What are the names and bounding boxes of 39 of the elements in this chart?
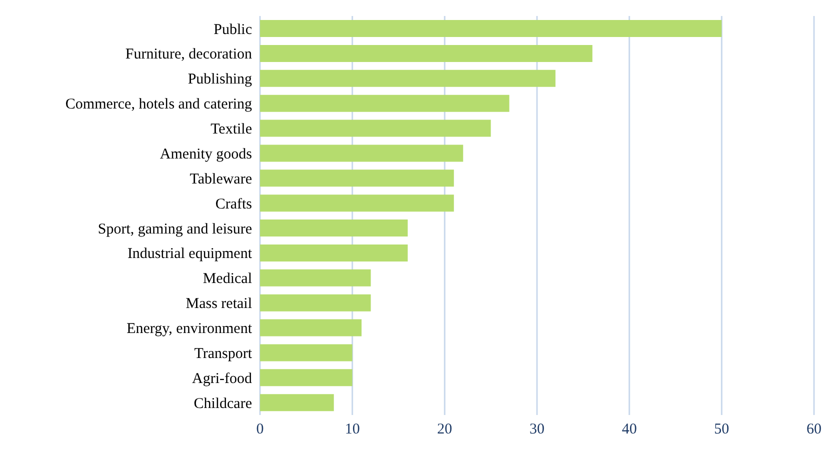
y-tick-label: Medical: [202, 271, 252, 288]
bar: [260, 220, 408, 236]
bar: [260, 20, 722, 37]
bar: [260, 344, 352, 362]
bar: [260, 70, 556, 87]
y-tick-label: Publishing: [188, 72, 252, 88]
y-tick-label: Furniture, decoration: [125, 46, 252, 63]
bar: [260, 144, 464, 162]
bar: [260, 44, 592, 62]
x-tick-label: 40: [622, 422, 637, 438]
bar: [260, 194, 454, 212]
bar: [260, 94, 510, 112]
y-tick-label: Transport: [194, 346, 253, 362]
bar: [260, 319, 362, 336]
bar: [260, 269, 371, 286]
x-tick-label: 60: [806, 422, 822, 438]
y-tick-label: Public: [214, 22, 252, 38]
y-tick-label: Industrial equipment: [127, 246, 253, 262]
y-tick-label: Childcare: [194, 396, 252, 412]
y-tick-label: Mass retail: [186, 296, 252, 312]
bar: [260, 120, 491, 137]
bar: [260, 369, 352, 386]
bar: [260, 170, 454, 187]
y-tick-label: Tableware: [190, 171, 252, 188]
x-tick-label: 50: [714, 422, 730, 438]
y-tick-label: Textile: [210, 122, 252, 138]
y-tick-label: Crafts: [215, 196, 252, 212]
x-tick-label: 20: [437, 422, 452, 438]
y-tick-label: Commerce, hotels and catering: [65, 96, 252, 113]
y-tick-label: Energy, environment: [126, 321, 253, 338]
y-tick-label: Agri-food: [192, 370, 252, 387]
x-tick-label: 0: [256, 422, 264, 438]
y-tick-label: Sport, gaming and leisure: [98, 221, 252, 238]
bar: [260, 244, 408, 262]
x-tick-label: 30: [530, 422, 544, 438]
bar: [260, 394, 334, 412]
y-tick-label: Amenity goods: [160, 146, 252, 162]
x-tick-label: 10: [344, 422, 360, 438]
bar: [260, 294, 371, 312]
